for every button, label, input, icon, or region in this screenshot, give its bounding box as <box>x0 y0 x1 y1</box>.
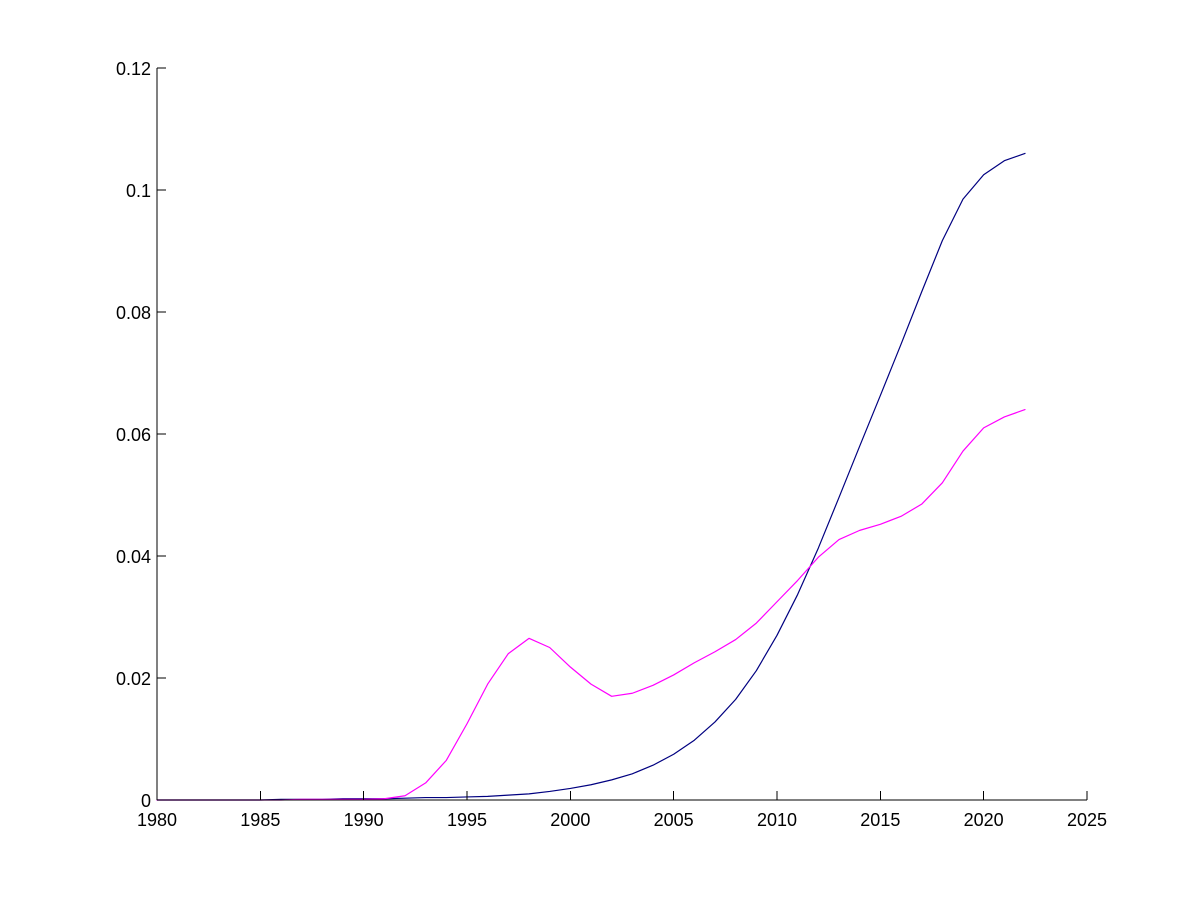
y-tick-label: 0.12 <box>116 59 151 79</box>
x-tick-label: 1990 <box>344 810 384 830</box>
x-tick-label: 2025 <box>1067 810 1107 830</box>
y-tick-label: 0.04 <box>116 547 151 567</box>
x-tick-label: 1980 <box>137 810 177 830</box>
series-line-1 <box>156 152 1026 801</box>
x-tick-label: 2000 <box>550 810 590 830</box>
y-tick-label: 0.1 <box>126 181 151 201</box>
y-tick-label: 0.08 <box>116 303 151 323</box>
x-tick-label: 1985 <box>240 810 280 830</box>
series-line-2 <box>156 409 1026 801</box>
x-tick-label: 2020 <box>964 810 1004 830</box>
y-axis-ticks: 0 0.02 0.04 0.06 0.08 0.1 0.12 <box>116 59 166 811</box>
x-tick-label: 2015 <box>860 810 900 830</box>
y-tick-label: 0.02 <box>116 669 151 689</box>
series-layer <box>156 152 1026 801</box>
x-axis-ticks: 1980 1985 1990 1995 2000 2005 2010 2015 2020 2025 <box>137 791 1107 830</box>
x-tick-label: 2010 <box>757 810 797 830</box>
x-tick-label: 2005 <box>654 810 694 830</box>
y-tick-label: 0.06 <box>116 425 151 445</box>
y-tick-label: 0 <box>141 791 151 811</box>
x-tick-label: 1995 <box>447 810 487 830</box>
axes <box>156 68 1087 801</box>
